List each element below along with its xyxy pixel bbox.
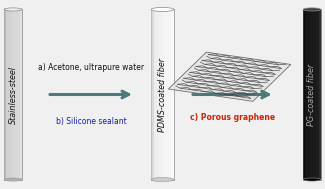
Bar [317,9,319,180]
Bar [307,9,310,180]
Bar [303,9,305,180]
Ellipse shape [303,8,321,11]
Bar [303,9,305,180]
Bar [171,9,174,180]
Bar [157,9,160,180]
Bar [165,9,168,180]
Bar [319,9,321,180]
Text: PDMS-coated fiber: PDMS-coated fiber [158,57,167,132]
Text: a) Acetone, ultrapure water: a) Acetone, ultrapure water [38,63,144,72]
Bar [20,9,22,180]
Bar [151,9,154,180]
Text: b) Silicone sealant: b) Silicone sealant [56,117,126,126]
Polygon shape [168,52,291,101]
Text: PG-coated fiber: PG-coated fiber [307,64,317,125]
Bar [160,9,162,180]
Bar [303,9,321,180]
Text: c) Porous graphene: c) Porous graphene [190,113,275,122]
Bar [171,9,174,180]
Bar [18,9,20,180]
Bar [314,9,317,180]
Bar [15,9,18,180]
Bar [305,9,307,180]
Ellipse shape [303,178,321,181]
Bar [4,9,22,180]
Bar [162,9,165,180]
Bar [6,9,8,180]
Bar [20,9,22,180]
Bar [154,9,157,180]
Bar [151,9,174,180]
Bar [151,9,154,180]
Bar [319,9,321,180]
Bar [312,9,314,180]
Bar [8,9,11,180]
Ellipse shape [4,8,22,11]
Ellipse shape [151,8,174,12]
Bar [11,9,13,180]
Bar [168,9,171,180]
Text: Stainless-steel: Stainless-steel [8,66,18,123]
Ellipse shape [151,178,174,181]
Bar [4,9,6,180]
Bar [4,9,6,180]
Bar [13,9,15,180]
Bar [310,9,312,180]
Ellipse shape [4,178,22,181]
